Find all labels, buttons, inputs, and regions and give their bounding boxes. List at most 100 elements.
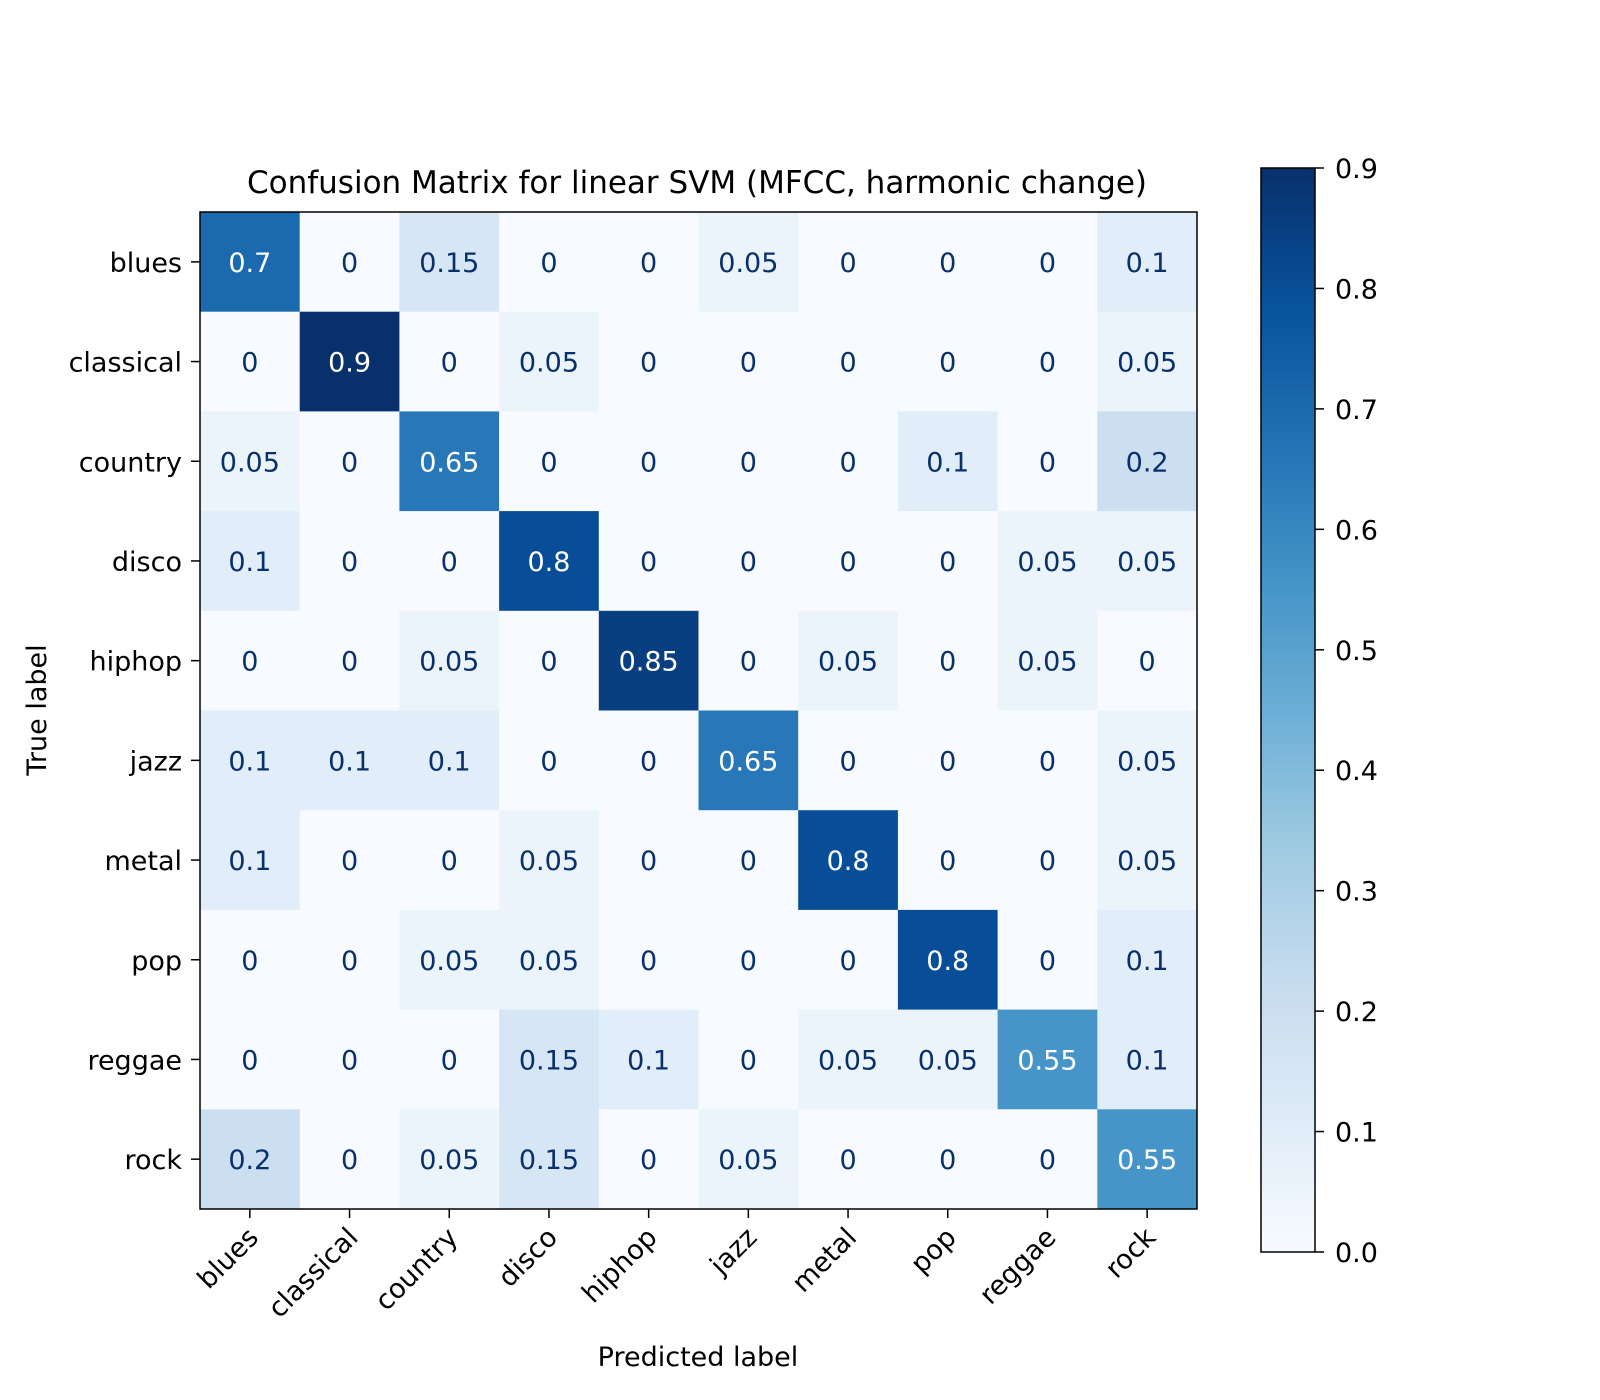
y-tick-label: disco — [112, 547, 182, 578]
heatmap-cell — [1097, 411, 1198, 512]
heatmap-cell — [897, 610, 999, 711]
heatmap-cell — [200, 710, 301, 811]
cell-value-label: 0 — [640, 1145, 657, 1176]
cell-value-label: 0.1 — [1126, 248, 1169, 279]
heatmap-cell — [299, 311, 400, 412]
cell-value-label: 0.05 — [1117, 846, 1177, 877]
heatmap-cell — [897, 411, 999, 512]
cell-value-label: 0.05 — [1117, 547, 1177, 578]
heatmap-cell — [399, 610, 500, 711]
heatmap-cell — [399, 1109, 500, 1210]
heatmap-cell — [997, 810, 1098, 911]
cell-value-label: 0.05 — [519, 946, 579, 977]
cell-value-label: 0 — [441, 846, 458, 877]
heatmap-cell — [698, 311, 799, 412]
cell-value-label: 0 — [640, 746, 657, 777]
heatmap-cell — [997, 212, 1098, 313]
heatmap-cell — [1097, 610, 1198, 711]
heatmap-cell — [698, 511, 799, 612]
heatmap-cell — [798, 1009, 899, 1110]
colorbar-tick-label: 0.3 — [1335, 877, 1378, 908]
cell-value-label: 0.2 — [1126, 447, 1169, 478]
heatmap-cell — [598, 311, 699, 412]
heatmap-cell — [798, 212, 899, 313]
colorbar-ticks: 0.0 0.1 0.2 0.3 0.4 0.5 0.6 0.7 0.8 0.9 — [1315, 154, 1378, 1269]
heatmap-cell — [299, 810, 400, 911]
cell-value-label: 0.05 — [419, 647, 479, 678]
x-tick-label: jazz — [704, 1222, 764, 1282]
heatmap-cell — [698, 411, 799, 512]
heatmap-cell — [997, 610, 1098, 711]
heatmap-cell — [499, 511, 600, 612]
heatmap-cell — [997, 1109, 1098, 1210]
cell-value-label: 0 — [441, 348, 458, 379]
cell-value-label: 0 — [740, 846, 757, 877]
heatmap-cell — [299, 710, 400, 811]
cell-value-label: 0.05 — [1117, 746, 1177, 777]
heatmap-cell — [200, 909, 301, 1011]
heatmap-cell — [897, 909, 999, 1011]
cell-value-label: 0 — [939, 248, 956, 279]
cell-value-label: 0 — [740, 447, 757, 478]
y-tick-label: metal — [104, 846, 182, 877]
cell-value-label: 0 — [341, 1045, 358, 1076]
colorbar-tick-label: 0.7 — [1335, 395, 1378, 426]
x-tick-label: pop — [905, 1222, 963, 1280]
heatmap-cell — [798, 1109, 899, 1210]
cell-value-label: 0 — [939, 846, 956, 877]
cell-value-label: 0 — [540, 248, 557, 279]
heatmap-cell — [499, 909, 600, 1011]
cell-value-label: 0 — [1039, 348, 1056, 379]
cell-value-label: 0 — [839, 1145, 856, 1176]
heatmap-cell — [399, 810, 500, 911]
cell-value-label: 0 — [1139, 647, 1156, 678]
cell-value-label: 0 — [1039, 447, 1056, 478]
colorbar-tick-label: 0.4 — [1335, 756, 1378, 787]
heatmap-cell-labels: 0.7 0 0.15 0 0 0.05 0 0 0 0.1 0 0.9 0 0.05 0 0 0 0 0 0.05 0.… — [220, 248, 1177, 1176]
cell-value-label: 0.55 — [1117, 1145, 1177, 1176]
heatmap-cell — [598, 1109, 699, 1210]
heatmap-cell — [399, 511, 500, 612]
colorbar-tick-label: 0.2 — [1335, 997, 1378, 1028]
x-tick-label: disco — [492, 1222, 563, 1293]
heatmap-cell — [399, 1009, 500, 1110]
heatmap-cell — [897, 710, 999, 811]
cell-value-label: 0 — [640, 248, 657, 279]
heatmap-cell — [897, 212, 999, 313]
cell-value-label: 0 — [540, 447, 557, 478]
cell-value-label: 0 — [640, 547, 657, 578]
x-tick-label: country — [369, 1222, 464, 1317]
cell-value-label: 0.2 — [228, 1145, 271, 1176]
chart-title: Confusion Matrix for linear SVM (MFCC, h… — [247, 165, 1147, 201]
heatmap-cell — [399, 212, 500, 313]
heatmap-cell — [499, 411, 600, 512]
heatmap-cell — [1097, 710, 1198, 811]
heatmap-cell — [598, 810, 699, 911]
heatmap-cell — [598, 909, 699, 1011]
cell-value-label: 0.05 — [419, 946, 479, 977]
heatmap-cell — [698, 610, 799, 711]
heatmap-cell — [798, 710, 899, 811]
heatmap-cell — [897, 810, 999, 911]
heatmap-cell — [1097, 1009, 1198, 1110]
cell-value-label: 0 — [1039, 1145, 1056, 1176]
heatmap-cell — [598, 511, 699, 612]
colorbar-tick-label: 0.0 — [1335, 1238, 1378, 1269]
cell-value-label: 0 — [540, 647, 557, 678]
heatmap-cell — [598, 1009, 699, 1110]
heatmap-cell — [897, 1109, 999, 1210]
heatmap-cell — [598, 610, 699, 711]
heatmap-cell — [299, 1009, 400, 1110]
heatmap-cell — [499, 1009, 600, 1110]
cell-value-label: 0 — [839, 547, 856, 578]
plot-frame — [199, 211, 1198, 1210]
heatmap-cell — [200, 411, 301, 512]
cell-value-label: 0.1 — [627, 1045, 670, 1076]
cell-value-label: 0.1 — [1126, 1045, 1169, 1076]
heatmap-cell — [399, 909, 500, 1011]
y-tick-label: hiphop — [89, 647, 182, 678]
cell-value-label: 0.65 — [419, 447, 479, 478]
cell-value-label: 0.8 — [926, 946, 969, 977]
